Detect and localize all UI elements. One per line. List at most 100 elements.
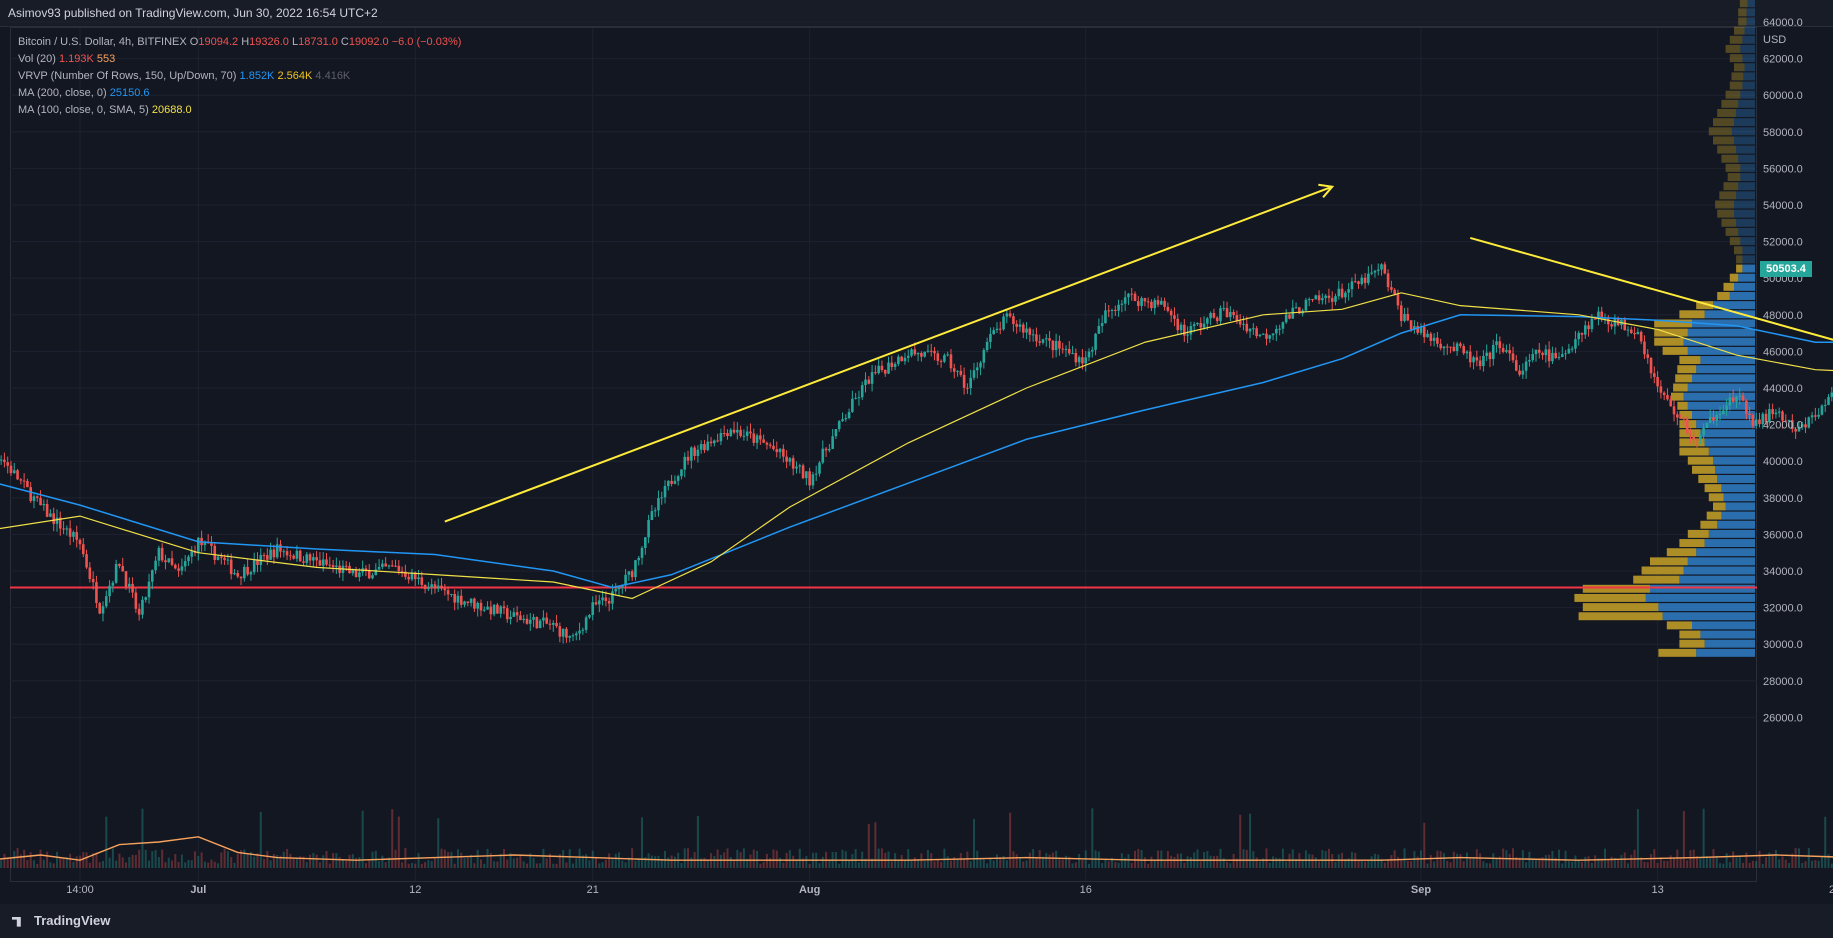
volume-bar — [134, 854, 137, 868]
candle-body — [1554, 352, 1558, 358]
volume-bar — [499, 853, 502, 868]
candle-body — [509, 616, 512, 620]
profile-down-bar — [1578, 612, 1663, 621]
candle-body — [1445, 346, 1449, 348]
candle-body — [1817, 414, 1820, 417]
candle-body — [1669, 399, 1673, 407]
legend-vrvp-row[interactable]: VRVP (Number Of Rows, 150, Up/Down, 70) … — [18, 70, 351, 82]
volume-bar — [108, 857, 111, 868]
candle-body — [1021, 324, 1025, 333]
volume-bar — [943, 848, 946, 868]
time-tick-label: Sep — [1411, 884, 1431, 896]
candle-body — [367, 570, 371, 579]
price-tick-label: 62000.0 — [1763, 54, 1803, 66]
profile-up-bar — [1696, 365, 1755, 374]
candle-body — [604, 597, 608, 601]
candle-body — [423, 584, 427, 590]
candle-body — [1728, 397, 1732, 406]
candle-body — [1643, 341, 1646, 355]
volume-bar — [713, 856, 716, 868]
candle-body — [1189, 326, 1193, 335]
candle-body — [413, 572, 417, 580]
volume-bar — [115, 860, 118, 868]
candle-body — [1676, 414, 1679, 418]
volume-bar — [1817, 860, 1820, 868]
profile-up-bar — [1738, 182, 1755, 191]
volume-bar — [322, 855, 325, 868]
volume-bar — [79, 855, 81, 868]
volume-bar — [427, 860, 430, 868]
candle-body — [58, 517, 62, 529]
candle-body — [12, 470, 16, 474]
candle-body — [897, 356, 900, 364]
candle-body — [1281, 322, 1285, 329]
profile-down-bar — [1654, 319, 1692, 328]
candle-body — [1314, 295, 1318, 300]
candle-body — [1488, 352, 1492, 360]
tradingview-logo-icon — [12, 916, 21, 927]
candle-body — [1028, 328, 1032, 335]
candle-body — [1498, 341, 1502, 348]
candle-body — [236, 573, 240, 577]
volume-bar — [453, 863, 456, 868]
symbol-label[interactable]: Bitcoin / U.S. Dollar, 4h, BITFINEX — [18, 36, 187, 48]
volume-bar — [1032, 849, 1035, 868]
legend-ma100-row[interactable]: MA (100, close, 0, SMA, 5) 20688.0 — [18, 104, 192, 116]
candle-body — [1278, 328, 1281, 330]
candle-body — [479, 602, 483, 611]
volume-bar — [525, 863, 528, 868]
volume-bar — [1811, 860, 1814, 868]
volume-bar — [1561, 863, 1564, 868]
volume-bar — [1170, 855, 1173, 868]
profile-down-bar — [1687, 529, 1709, 538]
volume-bar — [309, 854, 312, 868]
profile-up-bar — [1687, 328, 1755, 337]
profile-down-bar — [1658, 648, 1697, 657]
volume-bar — [788, 850, 791, 868]
volume-bar — [384, 862, 387, 868]
profile-up-bar — [1738, 227, 1755, 236]
candle-body — [433, 584, 437, 589]
volume-bar — [641, 817, 644, 868]
candle-body — [880, 365, 884, 370]
profile-down-bar — [1692, 465, 1716, 474]
candle-body — [1380, 264, 1383, 270]
tradingview-logo[interactable]: TradingView — [12, 913, 110, 928]
candle-body — [377, 566, 381, 570]
candle-body — [233, 573, 236, 575]
candle-body — [1087, 351, 1091, 358]
candle-body — [174, 564, 177, 569]
candle-body — [1245, 323, 1249, 332]
time-axis: 14:00Jul1221Aug16Sep1322Oct1120Nov15Dec — [66, 884, 1833, 896]
volume-bar — [276, 855, 279, 868]
volume-bar — [680, 863, 683, 868]
candle-body — [289, 555, 292, 557]
candle-body — [1327, 295, 1331, 299]
volume-bar — [522, 861, 525, 868]
profile-down-bar — [1666, 548, 1697, 557]
volume-bar — [414, 863, 417, 868]
candle-body — [791, 458, 795, 469]
volume-bar — [318, 862, 321, 868]
candle-body — [262, 555, 266, 557]
volume-bar — [456, 849, 459, 868]
candle-body — [390, 565, 394, 567]
candle-body — [384, 563, 387, 567]
volume-bar — [26, 860, 29, 868]
volume-bar — [240, 850, 243, 868]
candle-body — [1774, 412, 1778, 415]
volume-bar — [1071, 863, 1074, 868]
candle-body — [1521, 370, 1525, 375]
volume-bar — [460, 852, 463, 868]
candle-body — [128, 583, 131, 587]
volume-bar — [926, 849, 929, 868]
candle-body — [1741, 395, 1745, 401]
profile-up-bar — [1692, 319, 1755, 328]
candle-body — [624, 574, 627, 586]
volume-bar — [749, 854, 752, 868]
legend-vol-row[interactable]: Vol (20) 1.193K 553 — [18, 53, 116, 65]
legend-ma200-row[interactable]: MA (200, close, 0) 25150.6 — [18, 87, 150, 99]
volume-bar — [660, 858, 663, 868]
profile-up-bar — [1740, 163, 1755, 172]
